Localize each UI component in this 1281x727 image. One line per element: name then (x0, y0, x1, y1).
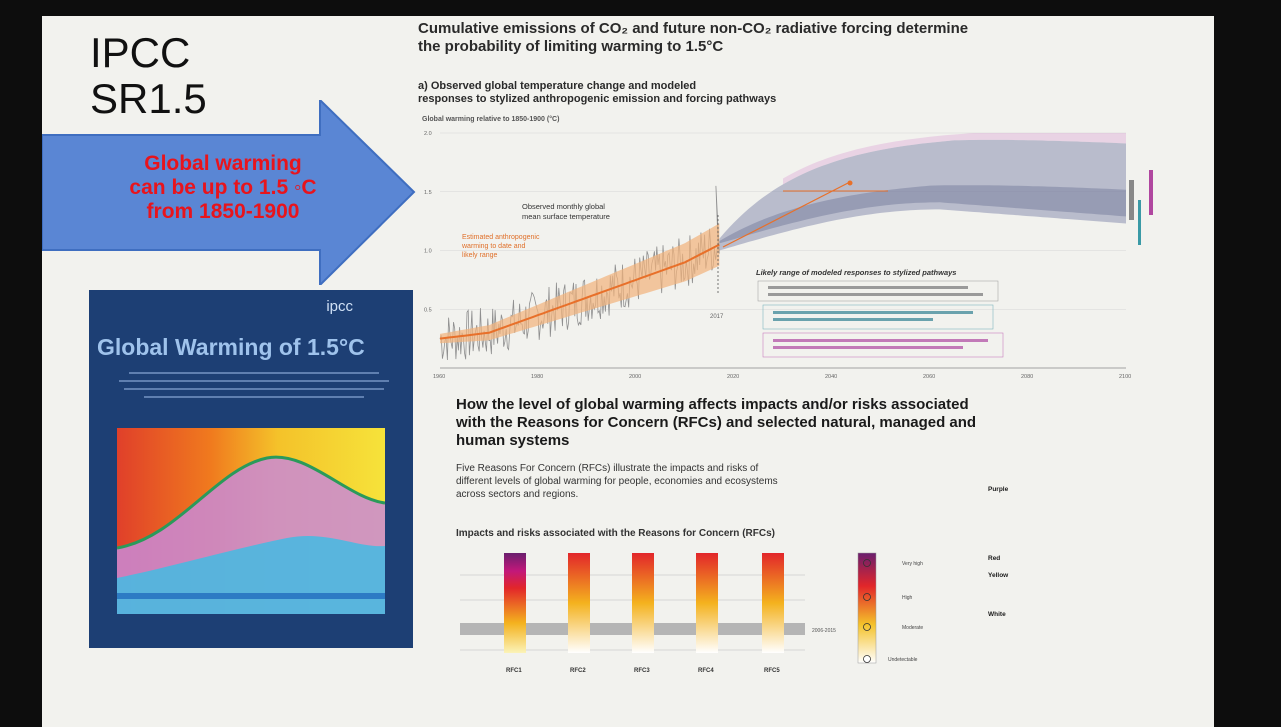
rfc2-label: RFC2 (570, 668, 586, 674)
rfc-section-paragraph: Five Reasons For Concern (RFCs) illustra… (456, 462, 926, 501)
rfc-burning-embers-chart: 2006-2015 RFC1 RFC2 RFC3 RFC4 RFC5 Very … (460, 552, 923, 674)
cover-stripes-art (117, 428, 385, 614)
y-tick-1.5: 1.5 (424, 190, 432, 196)
legend-box-purple (762, 332, 1004, 358)
y-tick-0.5: 0.5 (424, 307, 432, 313)
legend-box-teal (762, 304, 994, 330)
arrow-line-2: can be up to 1.5 ◦C (129, 176, 317, 199)
risk-marker-undetectable (863, 655, 871, 663)
x-tick-2100: 2100 (1119, 374, 1131, 380)
ember-rfc1 (504, 553, 526, 653)
arrow-text: Global warming can be up to 1.5 ◦C from … (78, 152, 368, 224)
x-tick-2080: 2080 (1021, 374, 1033, 380)
arrow-line-1: Global warming (144, 152, 302, 175)
para-line-3: across sectors and regions. (456, 489, 579, 500)
estimated-label-3: likely range (462, 252, 498, 259)
legend-term-white: White (988, 611, 1006, 618)
x-tick-1980: 1980 (531, 374, 543, 380)
section-heading-line-3: human systems (456, 432, 570, 449)
x-tick-2040: 2040 (825, 374, 837, 380)
ember-rfc2 (568, 553, 590, 653)
projection-trend-line (722, 182, 849, 248)
cover-title: Global Warming of 1.5°C (97, 334, 365, 360)
arrow-shape (42, 100, 416, 285)
temperature-chart: 1960 1980 2000 2020 2040 2060 2080 2100 0.5 1.0 1… (424, 131, 1153, 380)
y-tick-1.0: 1.0 (424, 249, 432, 255)
subheading-line-1: a) Observed global temperature change an… (418, 80, 697, 92)
anthropogenic-uncertainty-band (440, 223, 720, 344)
rfc1-label: RFC1 (506, 668, 522, 674)
x-tick-1960: 1960 (433, 374, 445, 380)
ember-rfc5 (762, 553, 784, 653)
arrow-line-3: from 1850-1900 (146, 200, 300, 223)
y-tick-labels: 0.5 1.0 1.5 2.0 (424, 131, 432, 313)
estimated-warming-line (439, 243, 720, 340)
ember-rfc4 (696, 553, 718, 653)
risk-level-undetectable: Undetectable (888, 657, 918, 663)
legend-term-purple: Purple (988, 486, 1009, 493)
risk-color-legend: Purple Red Yellow White (988, 485, 1123, 619)
band-label: 2006-2015 (812, 628, 836, 634)
title-line-2: SR1.5 (90, 75, 207, 122)
observed-label-2: mean surface temperature (522, 212, 610, 221)
range-bar-teal (1138, 200, 1141, 245)
legend-text-lines (768, 286, 988, 349)
x-tick-2020: 2020 (727, 374, 739, 380)
risk-marker-moderate (863, 623, 871, 631)
panel-a-heading: a) Observed global temperature change an… (418, 80, 918, 106)
modeled-range-area (719, 139, 1126, 251)
risk-marker-very-high (863, 559, 871, 567)
para-line-2: different levels of global warming for p… (456, 476, 778, 487)
year-2017-label: 2017 (710, 314, 724, 320)
cover-logo: ipcc (326, 298, 353, 315)
rfc3-label: RFC3 (634, 668, 650, 674)
risk-level-high: High (902, 595, 913, 601)
rfc4-label: RFC4 (698, 668, 714, 674)
section-heading-line-1: How the level of global warming affects … (456, 396, 969, 413)
section-heading-line-2: with the Reasons for Concern (RFCs) and … (456, 414, 977, 431)
rfc5-label: RFC5 (764, 668, 780, 674)
legend-term-yellow: Yellow (988, 572, 1009, 579)
ember-rfc3 (632, 553, 654, 653)
range-bar-purple (1149, 170, 1153, 215)
x-tick-labels: 1960 1980 2000 2020 2040 2060 2080 2100 (433, 374, 1131, 380)
heading-line-2: the probability of limiting warming to 1… (418, 38, 724, 55)
cover-blurb-lines (119, 372, 389, 398)
risk-scale-bar (857, 552, 877, 664)
risk-marker-high (863, 593, 871, 601)
cover-blurb (119, 370, 389, 413)
rfc-chart-heading: Impacts and risks associated with the Re… (456, 528, 775, 539)
rfc-section-heading: How the level of global warming affects … (456, 396, 1096, 450)
legend-box-grey (757, 280, 999, 302)
subheading-line-2: responses to stylized anthropogenic emis… (418, 93, 777, 105)
y-tick-2.0: 2.0 (424, 131, 432, 137)
projection-point (847, 180, 853, 186)
risk-level-moderate: Moderate (902, 625, 923, 631)
modeled-range-inner (719, 185, 1126, 244)
observed-label-1: Observed monthly global (522, 202, 605, 211)
report-cover: ipcc Global Warming of 1.5°C (89, 290, 413, 648)
risk-level-very-high: Very high (902, 561, 923, 567)
x-tick-2000: 2000 (629, 374, 641, 380)
likely-range-title: Likely range of modeled responses to sty… (756, 268, 956, 277)
estimated-label-2: warming to date and (461, 243, 526, 250)
purple-range-edge (783, 133, 1126, 185)
main-heading: Cumulative emissions of CO₂ and future n… (418, 20, 1178, 56)
heading-line-1: Cumulative emissions of CO₂ and future n… (418, 20, 969, 37)
legend-term-red: Red (988, 555, 1001, 562)
x-tick-2060: 2060 (923, 374, 935, 380)
estimated-label-1: Estimated anthropogenic (462, 234, 540, 241)
y-axis-label: Global warming relative to 1850-1900 (°C… (422, 116, 560, 123)
para-line-1: Five Reasons For Concern (RFCs) illustra… (456, 463, 759, 474)
range-bar-grey (1129, 180, 1134, 220)
title-line-1: IPCC (90, 29, 191, 76)
slide-title: IPCC SR1.5 (90, 30, 207, 122)
